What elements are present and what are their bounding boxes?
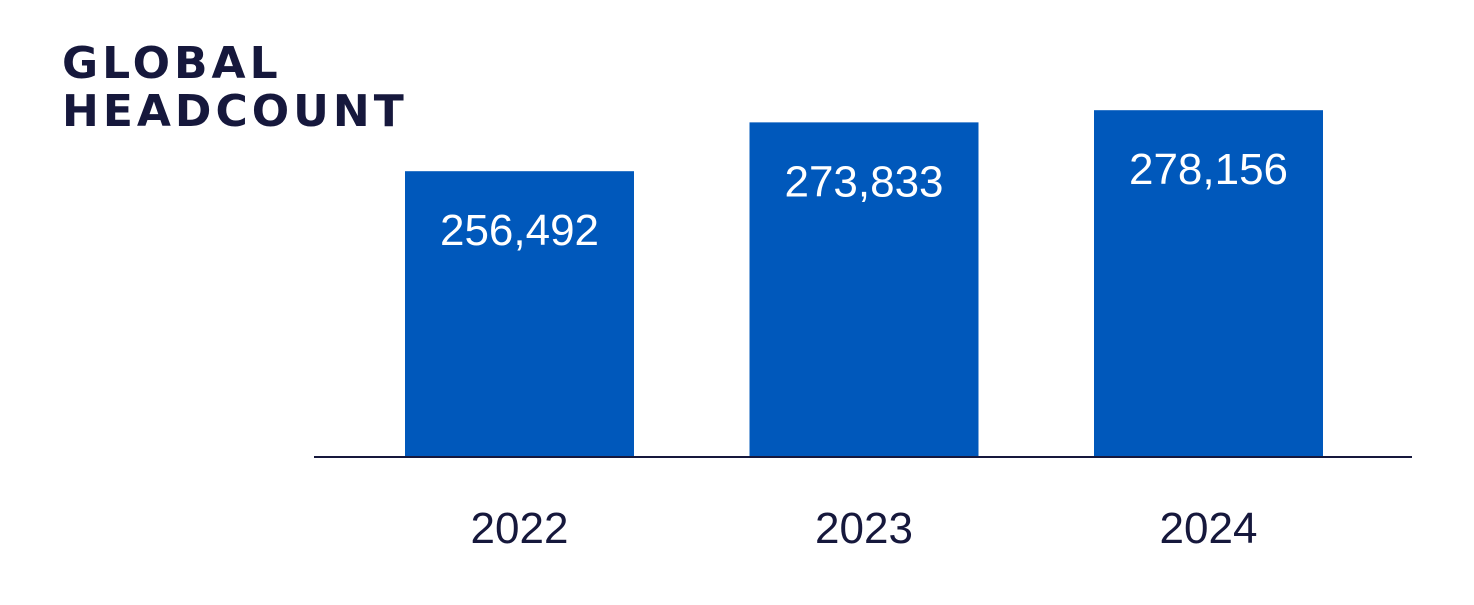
chart-title-line-2: HEADCOUNT	[62, 86, 408, 137]
chart-title-line-1: GLOBAL	[62, 38, 282, 89]
chart-title: GLOBAL HEADCOUNT	[62, 40, 408, 136]
bar-2022	[405, 171, 634, 457]
x-tick-label-2024: 2024	[1160, 504, 1258, 553]
x-tick-label-2022: 2022	[471, 504, 569, 553]
data-label-2024: 278,156	[1129, 145, 1288, 194]
data-label-2022: 256,492	[440, 206, 599, 255]
data-label-2023: 273,833	[784, 157, 943, 206]
bar-2023	[749, 122, 979, 457]
x-tick-label-2023: 2023	[815, 504, 913, 553]
bar-2024	[1094, 110, 1323, 458]
